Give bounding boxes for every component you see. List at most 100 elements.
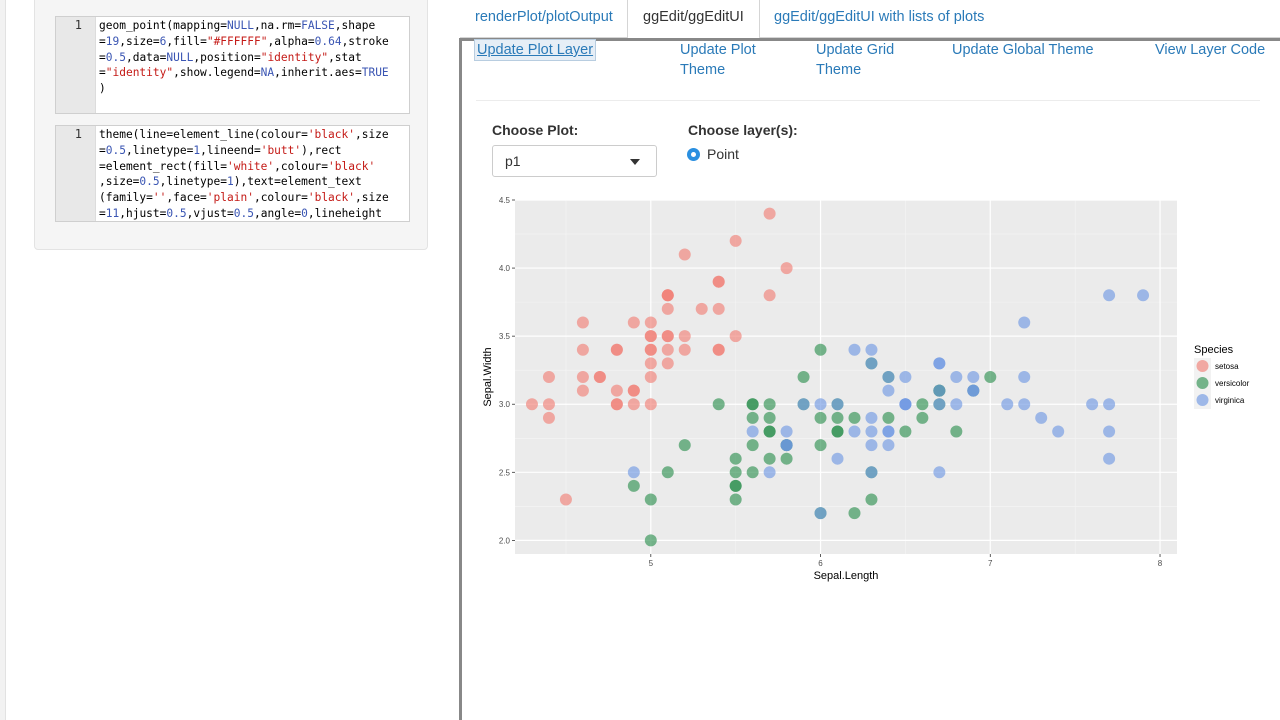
point-versicolor	[712, 398, 725, 411]
point-virginica	[831, 398, 844, 411]
point-setosa	[627, 398, 640, 411]
caret-down-icon	[630, 159, 640, 165]
point-setosa	[712, 302, 725, 315]
point-versicolor	[848, 507, 861, 520]
point-virginica	[933, 384, 946, 397]
point-versicolor	[746, 398, 759, 411]
point-setosa	[712, 343, 725, 356]
point-setosa	[644, 357, 657, 370]
point-versicolor	[984, 371, 997, 383]
point-virginica	[848, 343, 861, 356]
code-text[interactable]: geom_point(mapping=NULL,na.rm=FALSE,shap…	[99, 19, 389, 96]
legend-swatch-virginica	[1196, 394, 1209, 406]
point-versicolor	[763, 425, 776, 438]
point-virginica	[967, 371, 980, 383]
subtab-update-plot-theme[interactable]: Update Plot Theme	[680, 42, 756, 78]
point-virginica	[780, 439, 793, 452]
point-virginica	[1103, 398, 1116, 411]
layer-radio-label: Point	[707, 146, 739, 162]
choose-plot-select[interactable]: p1	[492, 145, 657, 177]
point-setosa	[576, 384, 589, 397]
point-virginica	[865, 343, 878, 356]
point-setosa	[576, 371, 589, 383]
choose-plot-value: p1	[505, 153, 521, 169]
point-setosa	[644, 398, 657, 411]
point-versicolor	[729, 493, 742, 506]
point-versicolor	[814, 343, 827, 356]
tab-ggeditui-lists[interactable]: ggEdit/ggEditUI with lists of plots	[774, 9, 985, 25]
point-virginica	[1001, 398, 1014, 411]
editor-gutter: 1	[56, 17, 96, 113]
point-versicolor	[661, 466, 674, 479]
choose-plot-label: Choose Plot:	[492, 122, 579, 138]
point-setosa	[763, 207, 776, 220]
point-virginica	[933, 398, 946, 411]
editor-gutter: 1	[56, 126, 96, 221]
point-setosa	[627, 384, 640, 397]
point-versicolor	[814, 439, 827, 452]
point-versicolor	[763, 398, 776, 411]
point-setosa	[610, 343, 623, 356]
point-virginica	[950, 398, 963, 411]
point-virginica	[1137, 289, 1150, 302]
code-text[interactable]: theme(line=element_line(colour='black',s…	[99, 128, 389, 220]
point-setosa	[610, 384, 623, 397]
x-tick-label: 7	[988, 559, 993, 568]
point-versicolor	[899, 425, 912, 438]
point-virginica	[814, 398, 827, 411]
point-setosa	[661, 289, 674, 302]
point-versicolor	[831, 425, 844, 438]
y-tick-label: 2.0	[499, 536, 511, 545]
subtab-update-global-theme[interactable]: Update Global Theme	[952, 42, 1094, 58]
layer-radio-point[interactable]	[687, 148, 700, 161]
point-versicolor	[644, 493, 657, 506]
point-virginica	[780, 425, 793, 438]
point-setosa	[678, 343, 691, 356]
y-tick-label: 2.5	[499, 468, 511, 477]
point-virginica	[746, 425, 759, 438]
y-tick-label: 3.5	[499, 332, 511, 341]
point-setosa	[627, 316, 640, 329]
point-versicolor	[916, 398, 929, 411]
point-virginica	[1103, 289, 1116, 302]
subtab-view-layer-code[interactable]: View Layer Code	[1155, 42, 1266, 58]
point-versicolor	[746, 466, 759, 479]
point-versicolor	[831, 411, 844, 424]
point-versicolor	[950, 425, 963, 438]
point-virginica	[831, 452, 844, 465]
point-versicolor	[797, 371, 810, 383]
point-setosa	[678, 330, 691, 343]
subtab-update-plot-layer[interactable]: Update Plot Layer	[473, 39, 597, 61]
point-setosa	[576, 343, 589, 356]
tab-ggeditui[interactable]: ggEdit/ggEditUI	[627, 0, 760, 39]
window-edge	[0, 0, 6, 720]
point-virginica	[950, 371, 963, 383]
point-setosa	[661, 343, 674, 356]
tab-renderplot[interactable]: renderPlot/plotOutput	[475, 9, 613, 25]
layer-code-editor[interactable]: 1 geom_point(mapping=NULL,na.rm=FALSE,sh…	[55, 16, 410, 114]
point-versicolor	[814, 411, 827, 424]
sidebar-panel: 1 geom_point(mapping=NULL,na.rm=FALSE,sh…	[34, 0, 428, 250]
point-virginica	[882, 384, 895, 397]
subtab-update-grid-theme[interactable]: Update Grid Theme	[816, 42, 895, 78]
x-tick-label: 5	[649, 559, 654, 568]
point-versicolor	[763, 452, 776, 465]
point-setosa	[712, 275, 725, 288]
point-virginica	[627, 466, 640, 479]
point-setosa	[593, 371, 606, 383]
y-tick-label: 4.5	[499, 196, 511, 205]
point-virginica	[1103, 452, 1116, 465]
point-virginica	[865, 439, 878, 452]
point-virginica	[763, 466, 776, 479]
line-number: 1	[74, 127, 82, 141]
point-versicolor	[780, 452, 793, 465]
point-virginica	[882, 425, 895, 438]
theme-code-editor[interactable]: 1 theme(line=element_line(colour='black'…	[55, 125, 410, 222]
point-virginica	[1018, 398, 1031, 411]
point-versicolor	[729, 466, 742, 479]
point-virginica	[967, 384, 980, 397]
plot-panel	[515, 200, 1177, 554]
point-versicolor	[627, 479, 640, 492]
point-setosa	[525, 398, 538, 411]
y-axis-title: Sepal.Width	[482, 347, 494, 406]
